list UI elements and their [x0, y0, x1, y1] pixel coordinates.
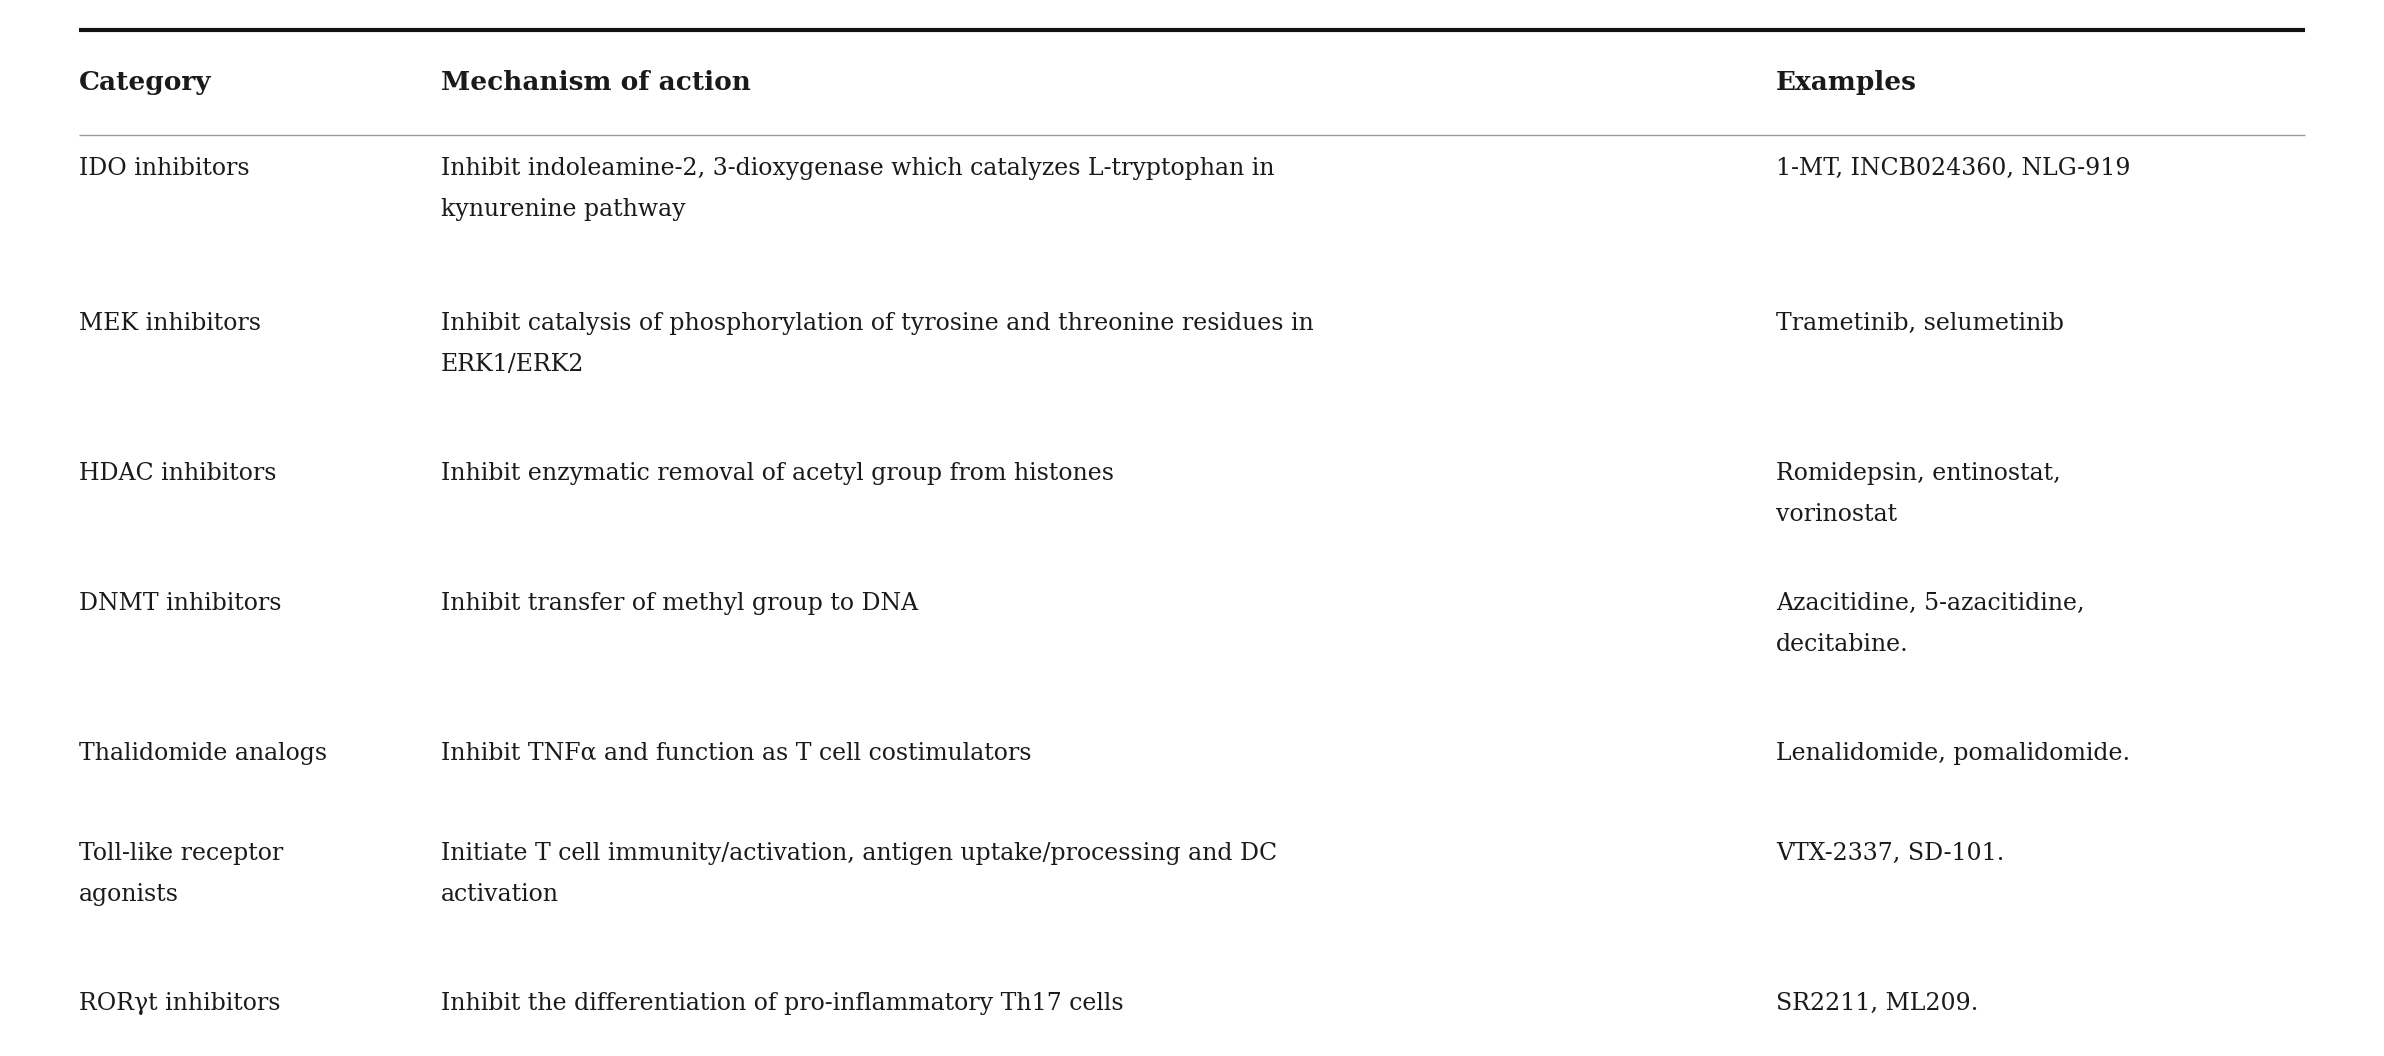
- Text: Inhibit indoleamine-2, 3-dioxygenase which catalyzes L-tryptophan in
kynurenine : Inhibit indoleamine-2, 3-dioxygenase whi…: [441, 157, 1275, 221]
- Text: Inhibit the differentiation of pro-inflammatory Th17 cells: Inhibit the differentiation of pro-infla…: [441, 992, 1123, 1015]
- Text: 1-MT, INCB024360, NLG-919: 1-MT, INCB024360, NLG-919: [1776, 157, 2131, 180]
- Text: IDO inhibitors: IDO inhibitors: [79, 157, 250, 180]
- Text: Toll-like receptor
agonists: Toll-like receptor agonists: [79, 842, 284, 906]
- Text: Category: Category: [79, 70, 212, 95]
- Text: SR2211, ML209.: SR2211, ML209.: [1776, 992, 1979, 1015]
- Text: Thalidomide analogs: Thalidomide analogs: [79, 742, 327, 765]
- Text: Inhibit catalysis of phosphorylation of tyrosine and threonine residues in
ERK1/: Inhibit catalysis of phosphorylation of …: [441, 312, 1314, 376]
- Text: Initiate T cell immunity/activation, antigen uptake/processing and DC
activation: Initiate T cell immunity/activation, ant…: [441, 842, 1278, 906]
- Text: Inhibit enzymatic removal of acetyl group from histones: Inhibit enzymatic removal of acetyl grou…: [441, 463, 1113, 485]
- Text: Trametinib, selumetinib: Trametinib, selumetinib: [1776, 312, 2065, 335]
- Text: Lenalidomide, pomalidomide.: Lenalidomide, pomalidomide.: [1776, 742, 2131, 765]
- Text: VTX-2337, SD-101.: VTX-2337, SD-101.: [1776, 842, 2005, 865]
- Text: Mechanism of action: Mechanism of action: [441, 70, 751, 95]
- Text: Azacitidine, 5-azacitidine,
decitabine.: Azacitidine, 5-azacitidine, decitabine.: [1776, 592, 2084, 656]
- Text: RORγt inhibitors: RORγt inhibitors: [79, 992, 281, 1015]
- Text: HDAC inhibitors: HDAC inhibitors: [79, 463, 277, 485]
- Text: Examples: Examples: [1776, 70, 1917, 95]
- Text: DNMT inhibitors: DNMT inhibitors: [79, 592, 281, 615]
- Text: Inhibit TNFα and function as T cell costimulators: Inhibit TNFα and function as T cell cost…: [441, 742, 1032, 765]
- Text: Romidepsin, entinostat,
vorinostat: Romidepsin, entinostat, vorinostat: [1776, 463, 2060, 526]
- Text: Inhibit transfer of methyl group to DNA: Inhibit transfer of methyl group to DNA: [441, 592, 918, 615]
- Text: MEK inhibitors: MEK inhibitors: [79, 312, 260, 335]
